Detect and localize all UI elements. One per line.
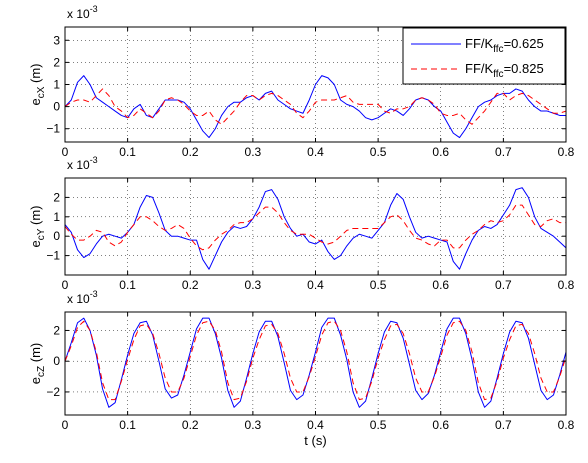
x-tick-label: 0.1: [119, 145, 136, 159]
y-tick-label: 0: [53, 354, 60, 368]
x-tick-label: 0: [62, 278, 69, 292]
series-line-1: [65, 187, 566, 270]
x-tick-label: 0.2: [182, 278, 199, 292]
y-tick-label: 0: [53, 100, 60, 114]
x-tick-label: 0.1: [119, 418, 136, 432]
series-line-2: [65, 320, 566, 401]
x-tick-label: 0.4: [307, 145, 324, 159]
y-tick-label: 1: [53, 78, 60, 92]
y-tick-label: −1: [46, 122, 60, 136]
x-tick-label: 0.8: [558, 278, 575, 292]
x-tick-label: 0.3: [245, 145, 262, 159]
x-tick-label: 0.5: [370, 145, 387, 159]
series-line-2: [65, 204, 566, 251]
x-tick-label: 0.6: [432, 145, 449, 159]
x-tick-label: 0.7: [495, 418, 512, 432]
y-exponent-label: x 10-3: [67, 289, 98, 306]
x-tick-label: 0.7: [495, 145, 512, 159]
x-tick-label: 0: [62, 145, 69, 159]
series-line-2: [65, 88, 566, 125]
x-axis-label: t (s): [304, 433, 326, 448]
x-tick-label: 0.5: [370, 418, 387, 432]
legend: FF/Kffc=0.625 FF/Kffc=0.825: [402, 27, 566, 85]
series-line-1: [65, 75, 566, 139]
x-tick-label: 0.8: [558, 145, 575, 159]
y-exponent-label: x 10-3: [67, 4, 98, 21]
y-tick-label: 3: [53, 33, 60, 47]
x-tick-label: 0.4: [307, 418, 324, 432]
plot-area: [65, 312, 566, 415]
x-tick-label: 0.3: [245, 278, 262, 292]
x-tick-label: 0: [62, 418, 69, 432]
y-axis-label: ecY (m): [28, 205, 47, 247]
x-tick-label: 0.5: [370, 278, 387, 292]
y-axis-label: ecZ (m): [28, 343, 47, 384]
x-tick-label: 0.6: [432, 418, 449, 432]
x-tick-label: 0.6: [432, 278, 449, 292]
y-axis-label: ecX (m): [28, 63, 47, 105]
x-tick-label: 0.7: [495, 278, 512, 292]
legend-box: [402, 27, 566, 85]
x-tick-label: 0.1: [119, 278, 136, 292]
y-tick-label: −1: [46, 249, 60, 263]
y-tick-label: −2: [46, 385, 60, 399]
y-tick-label: 2: [53, 190, 60, 204]
x-tick-label: 0.8: [558, 418, 575, 432]
legend-label-1: FF/Kffc=0.625: [465, 36, 544, 55]
y-exponent-label: x 10-3: [67, 155, 98, 172]
series-line-1: [65, 317, 566, 408]
x-tick-label: 0.2: [182, 418, 199, 432]
subplot-3: 0 0.1 0.2 0.3 0.4 0.5 0.6 0.7 0.8 −2 0 2 x 10-3 ecZ (…: [28, 289, 575, 448]
x-tick-label: 0.3: [245, 418, 262, 432]
y-tick-label: 0: [53, 229, 60, 243]
y-tick-label: 2: [53, 55, 60, 69]
y-tick-label: 1: [53, 210, 60, 224]
legend-label-2: FF/Kffc=0.825: [465, 61, 544, 80]
y-tick-label: 2: [53, 323, 60, 337]
subplot-2: 0 0.1 0.2 0.3 0.4 0.5 0.6 0.7 0.8 −1 0 1 2 x 10-3 ecY …: [28, 155, 575, 292]
x-tick-label: 0.2: [182, 145, 199, 159]
x-tick-label: 0.4: [307, 278, 324, 292]
